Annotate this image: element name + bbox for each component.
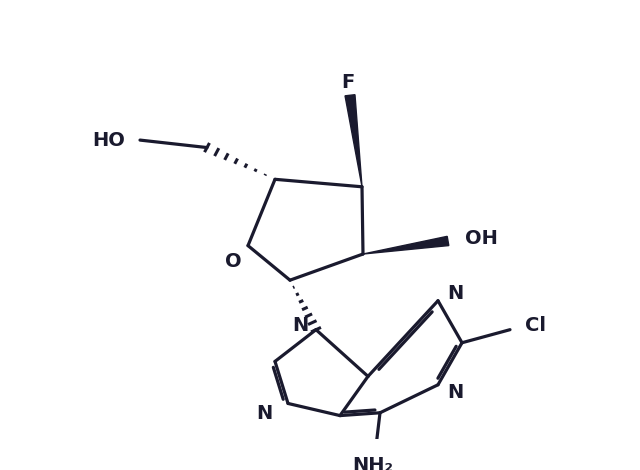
Text: N: N (447, 284, 463, 303)
Text: N: N (256, 404, 272, 423)
Text: OH: OH (465, 228, 498, 248)
Text: NH₂: NH₂ (353, 455, 394, 470)
Text: N: N (447, 383, 463, 402)
Polygon shape (363, 236, 449, 254)
Text: HO: HO (92, 131, 125, 149)
Text: O: O (225, 252, 241, 271)
Text: F: F (341, 73, 355, 92)
Polygon shape (345, 94, 362, 187)
Text: N: N (292, 315, 308, 335)
Text: Cl: Cl (525, 315, 546, 335)
